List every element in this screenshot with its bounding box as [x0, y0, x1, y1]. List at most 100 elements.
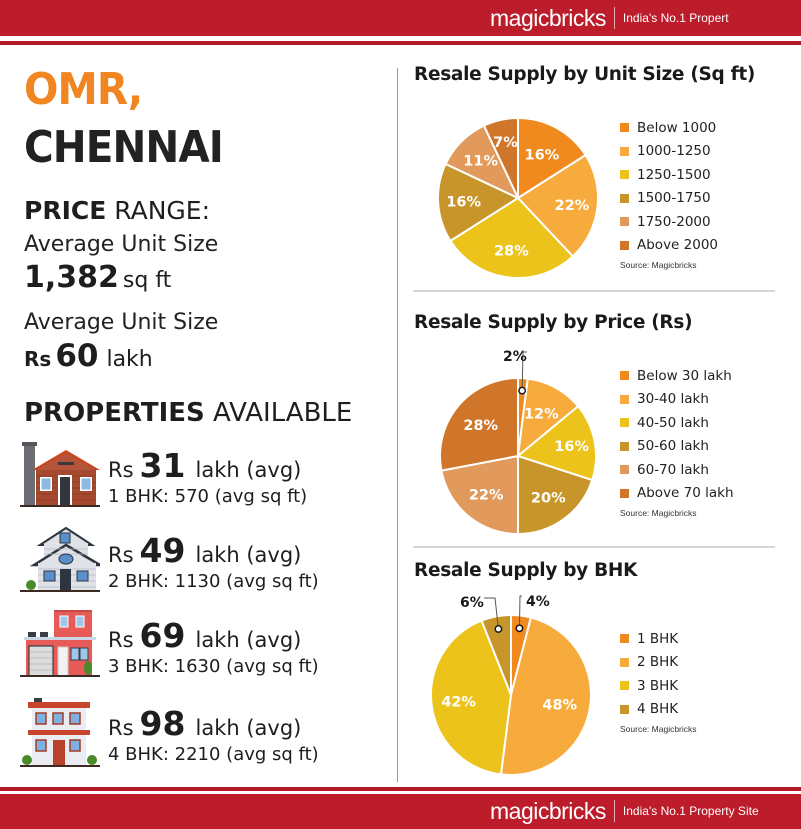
chart-source-note: Source: Magicbricks: [620, 724, 697, 734]
legend-label: Below 30 lakh: [637, 367, 732, 384]
pie-slice-above-2000: [482, 116, 519, 199]
location-city: CHENNAI: [24, 122, 224, 173]
legend-swatch: [620, 441, 629, 451]
chart-source-note: Source: Magicbricks: [620, 260, 697, 270]
legend-label: Above 2000: [637, 237, 719, 254]
legend-item: 1750-2000: [620, 210, 718, 234]
property-detail: 1 BHK: 570 (avg sq ft): [108, 486, 308, 507]
price-range-heading: PRICE RANGE:: [24, 196, 210, 225]
legend-label: 60-70 lakh: [637, 461, 709, 478]
property-price-line: Rs 98 lakh (avg): [108, 704, 301, 743]
legend-swatch: [620, 657, 629, 667]
property-item-4bhk: Rs 98 lakh (avg) 4 BHK: 2210 (avg sq ft): [20, 698, 390, 778]
legend-swatch: [620, 170, 629, 180]
avg-price-unit: lakh: [106, 347, 153, 372]
pie-slice-1500-1750: [437, 162, 521, 243]
properties-heading-rest: AVAILABLE: [204, 398, 353, 428]
pie-data-label: 22%: [469, 487, 504, 503]
legend-swatch: [620, 240, 629, 250]
brand-tagline: India's No.1 Property Site: [622, 804, 759, 818]
legend-swatch: [620, 681, 629, 691]
footer-rule: [0, 787, 801, 791]
legend-item: 1500-1750: [620, 187, 718, 211]
property-price-prefix: Rs: [108, 543, 134, 567]
legend-label: 4 BHK: [637, 701, 679, 718]
legend-label: 2 BHK: [637, 654, 679, 671]
pie-slice-4-bhk: [480, 613, 512, 696]
pie-chart-price: 2% 12% 16% 20% 22% 28%: [439, 349, 597, 536]
legend-label: Above 70 lakh: [637, 485, 734, 502]
pie-data-label: 22%: [555, 198, 590, 214]
legend-swatch: [620, 193, 629, 203]
pie-data-label: 28%: [494, 243, 529, 259]
wooden-house-icon: [20, 442, 100, 507]
price-range-heading-bold: PRICE: [24, 196, 107, 225]
pie-slice-1250-1500: [449, 196, 575, 279]
properties-heading-bold: PROPERTIES: [24, 398, 205, 428]
legend-swatch: [620, 146, 629, 156]
property-price-line: Rs 49 lakh (avg): [108, 531, 301, 570]
property-price-suffix: lakh (avg): [195, 458, 302, 482]
pie-slice-3-bhk: [430, 619, 513, 776]
pie-slice-above-70-lakh: [439, 376, 519, 472]
legend-item: 1250-1500: [620, 163, 718, 187]
pie-slice-2-bhk: [499, 616, 592, 776]
legend-item: Above 2000: [620, 234, 718, 258]
avg-price-label: Average Unit Size: [24, 310, 219, 335]
property-price-suffix: lakh (avg): [195, 628, 302, 652]
legend-swatch: [620, 465, 629, 475]
footer-brand[interactable]: magicbricks India's No.1 Property Site: [490, 797, 759, 825]
legend-swatch: [620, 418, 629, 428]
column-divider: [397, 68, 398, 782]
pie-data-label: 6%: [460, 595, 484, 611]
avg-price-value: Rs 60 lakh: [24, 338, 153, 374]
legend-bhk: 1 BHK 2 BHK 3 BHK 4 BHK Source: Magicbricks: [620, 627, 697, 734]
callout-dot: [518, 386, 527, 395]
legend-item: Below 1000: [620, 116, 718, 140]
legend-swatch: [620, 371, 629, 381]
property-price: 31: [139, 446, 186, 485]
property-price-suffix: lakh (avg): [195, 543, 302, 567]
brand-separator: [613, 7, 615, 29]
pie-chart-unit-size: 16% 22% 28% 16% 11% 7%: [437, 116, 599, 279]
price-range-heading-rest: RANGE:: [106, 196, 211, 225]
magicbricks-logo: magicbricks: [490, 4, 606, 31]
legend-label: 30-40 lakh: [637, 391, 709, 408]
properties-heading: PROPERTIES AVAILABLE: [24, 398, 352, 428]
pie-data-label: 12%: [524, 407, 559, 423]
legend-item: 4 BHK: [620, 698, 697, 722]
legend-item: 2 BHK: [620, 651, 697, 675]
header-brand[interactable]: magicbricks India's No.1 Propert: [490, 4, 729, 32]
legend-label: 1500-1750: [637, 190, 711, 207]
pie-chart-bhk: 4% 48% 42% 6%: [430, 594, 592, 776]
pie-data-label: 4%: [526, 594, 550, 610]
property-item-1bhk: Rs 31 lakh (avg) 1 BHK: 570 (avg sq ft): [20, 440, 390, 520]
property-price: 49: [139, 531, 186, 570]
footer-bar: [0, 794, 801, 829]
apartment-building-icon: [20, 698, 100, 767]
legend-price: Below 30 lakh 30-40 lakh 40-50 lakh 50-60 l…: [620, 364, 734, 518]
property-detail: 2 BHK: 1130 (avg sq ft): [108, 571, 319, 592]
chart-title-price: Resale Supply by Price (Rs): [414, 312, 693, 333]
property-item-2bhk: Rs 49 lakh (avg) 2 BHK: 1130 (avg sq ft): [20, 525, 390, 605]
legend-label: 3 BHK: [637, 677, 679, 694]
pie-data-label: 16%: [446, 194, 481, 210]
legend-label: 1750-2000: [637, 213, 711, 230]
red-garage-house-icon: [20, 610, 100, 677]
pie-data-label: 48%: [542, 697, 577, 713]
legend-label: 1000-1250: [637, 143, 711, 160]
property-price-prefix: Rs: [108, 628, 134, 652]
legend-item: 1000-1250: [620, 140, 718, 164]
property-detail: 4 BHK: 2210 (avg sq ft): [108, 744, 319, 765]
legend-item: 40-50 lakh: [620, 411, 734, 435]
two-storey-house-icon: [20, 526, 100, 592]
avg-unit-size-label: Average Unit Size: [24, 232, 219, 257]
avg-unit-size-number: 1,382: [24, 260, 119, 295]
pie-data-label: 7%: [493, 135, 518, 151]
legend-item: 3 BHK: [620, 674, 697, 698]
callout-leader-line: [521, 351, 527, 391]
header-rule: [0, 41, 801, 45]
legend-label: 1 BHK: [637, 630, 679, 647]
pie-data-label: 16%: [554, 439, 589, 455]
pie-slice-1000-1250: [516, 153, 599, 258]
